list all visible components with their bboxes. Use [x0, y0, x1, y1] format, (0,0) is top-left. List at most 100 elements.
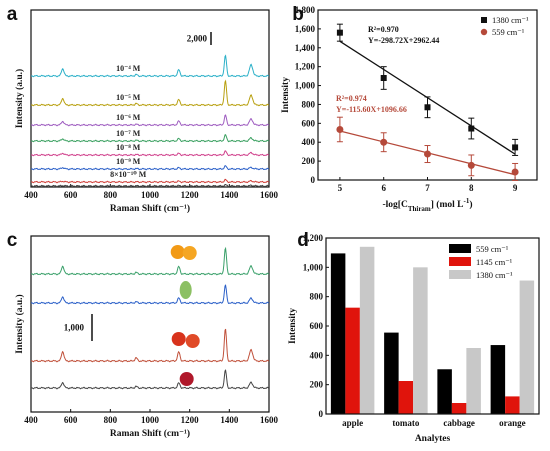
x-tick-label: 1000	[141, 190, 160, 200]
y-tick-label: 1,600	[295, 24, 316, 34]
x-tick-label: 6	[381, 183, 386, 193]
apple-icon	[179, 372, 194, 386]
spectrum-line-6	[30, 178, 269, 184]
bar	[330, 253, 346, 414]
legend-label: 1145 cm⁻¹	[476, 257, 513, 267]
legend-label: 1380 cm⁻¹	[492, 15, 529, 25]
legend-label: 1380 cm⁻¹	[476, 270, 513, 280]
y-axis-label: Intensity	[281, 77, 291, 113]
bar	[505, 396, 520, 414]
y-tick-label: 800	[310, 292, 324, 302]
series-label: 8×10⁻¹⁰ M	[110, 170, 147, 179]
spectrum-line-2	[30, 114, 269, 127]
x-axis-label: -log[CThiram] (mol L-1)	[382, 197, 472, 213]
bar	[398, 381, 414, 414]
data-point	[424, 104, 431, 111]
legend-label: 559 cm⁻¹	[476, 244, 509, 254]
spectrum-line-5	[30, 165, 269, 171]
legend-swatch	[449, 270, 471, 279]
fit-equation: Y=-298.72X+2962.44	[368, 36, 439, 45]
spectrum-line-3	[30, 369, 269, 390]
series-label: 10⁻⁶ M	[116, 113, 141, 122]
legend-swatch	[449, 244, 471, 253]
y-tick-label: 1,000	[303, 262, 324, 272]
y-tick-label: 600	[310, 321, 324, 331]
tomato-icon	[171, 332, 186, 346]
x-axis-label: Analytes	[415, 434, 451, 444]
series-label: 10⁻⁸ M	[116, 143, 141, 152]
legend-marker	[480, 28, 488, 36]
bar	[490, 345, 506, 414]
x-tick-label: 400	[24, 415, 38, 425]
legend-label: 559 cm⁻¹	[492, 27, 525, 37]
x-tick-label: 1200	[181, 415, 200, 425]
y-tick-label: 0	[311, 175, 316, 185]
y-tick-label: 600	[302, 118, 316, 128]
data-point	[424, 150, 431, 158]
legend-marker	[481, 17, 487, 23]
spectrum-line-3	[30, 134, 269, 143]
bar	[359, 246, 375, 414]
cabbage-icon	[179, 281, 192, 299]
y-tick-label: 800	[302, 99, 316, 109]
bar	[466, 348, 481, 414]
data-point	[467, 161, 475, 169]
bar	[413, 267, 428, 414]
y-tick-label: 1,200	[303, 233, 324, 243]
panel-a: a 400 600 800 1000 1200 1400 1600 Raman Shift (c…	[7, 4, 279, 214]
y-tick-label: 1,800	[295, 5, 316, 15]
orange-icon	[182, 246, 197, 260]
x-axis-label: Raman Shift (cm⁻¹)	[110, 203, 190, 214]
y-tick-label: 0	[319, 409, 324, 419]
x-tick-label: 1600	[260, 415, 279, 425]
y-axis-label: Intensity	[288, 308, 298, 344]
x-tick-label: 600	[64, 190, 78, 200]
spectrum-line-7	[30, 184, 269, 188]
x-axis-label: Raman Shift (cm⁻¹)	[110, 428, 190, 439]
orange-icon	[170, 245, 185, 259]
x-tick-label: 800	[104, 190, 118, 200]
fit-r2: R²=0.970	[368, 25, 399, 34]
panel-letter: c	[7, 230, 18, 251]
spectrum-line-1	[30, 284, 269, 305]
x-tick-label: 400	[24, 190, 38, 200]
category-label: tomato	[392, 418, 419, 428]
category-label: apple	[342, 418, 363, 428]
y-axis-label: Intensity (a.u.)	[14, 69, 25, 128]
spectrum-line-1	[30, 79, 269, 107]
series-label: 10⁻⁹ M	[116, 157, 141, 166]
bar	[384, 332, 399, 414]
x-tick-label: 1400	[220, 415, 239, 425]
category-label: orange	[499, 418, 526, 428]
x-tick-label: 1000	[141, 415, 160, 425]
y-tick-label: 400	[310, 350, 324, 360]
data-point	[336, 125, 344, 133]
x-tick-label: 1200	[181, 190, 200, 200]
bar	[451, 403, 467, 414]
fit-equation: Y=-115.60X+1096.66	[336, 105, 407, 114]
x-tick-label: 1600	[260, 190, 279, 200]
category-label: cabbage	[443, 418, 475, 428]
series-label: 10⁻⁵ M	[116, 93, 141, 102]
plot-frame	[30, 9, 270, 188]
y-tick-label: 400	[302, 137, 316, 147]
x-tick-label: 5	[338, 183, 343, 193]
x-tick-label: 600	[64, 415, 78, 425]
data-point	[380, 138, 388, 146]
bar	[437, 369, 452, 414]
bar	[345, 307, 360, 414]
data-point	[512, 144, 519, 151]
x-tick-label: 800	[104, 415, 118, 425]
legend-swatch	[449, 257, 471, 266]
data-point	[336, 29, 343, 36]
x-axis-label-close: )	[469, 199, 472, 210]
spectrum-line-4	[30, 150, 269, 157]
y-tick-label: 200	[302, 156, 316, 166]
x-axis-label-part: -log[C	[382, 200, 407, 210]
x-tick-label: 8	[469, 183, 474, 193]
x-axis-label-tail: ] (mol L	[431, 199, 464, 210]
x-axis-label-sup: -1	[463, 197, 469, 205]
scale-bar-label: 1,000	[64, 323, 85, 333]
x-tick-label: 9	[513, 183, 518, 193]
